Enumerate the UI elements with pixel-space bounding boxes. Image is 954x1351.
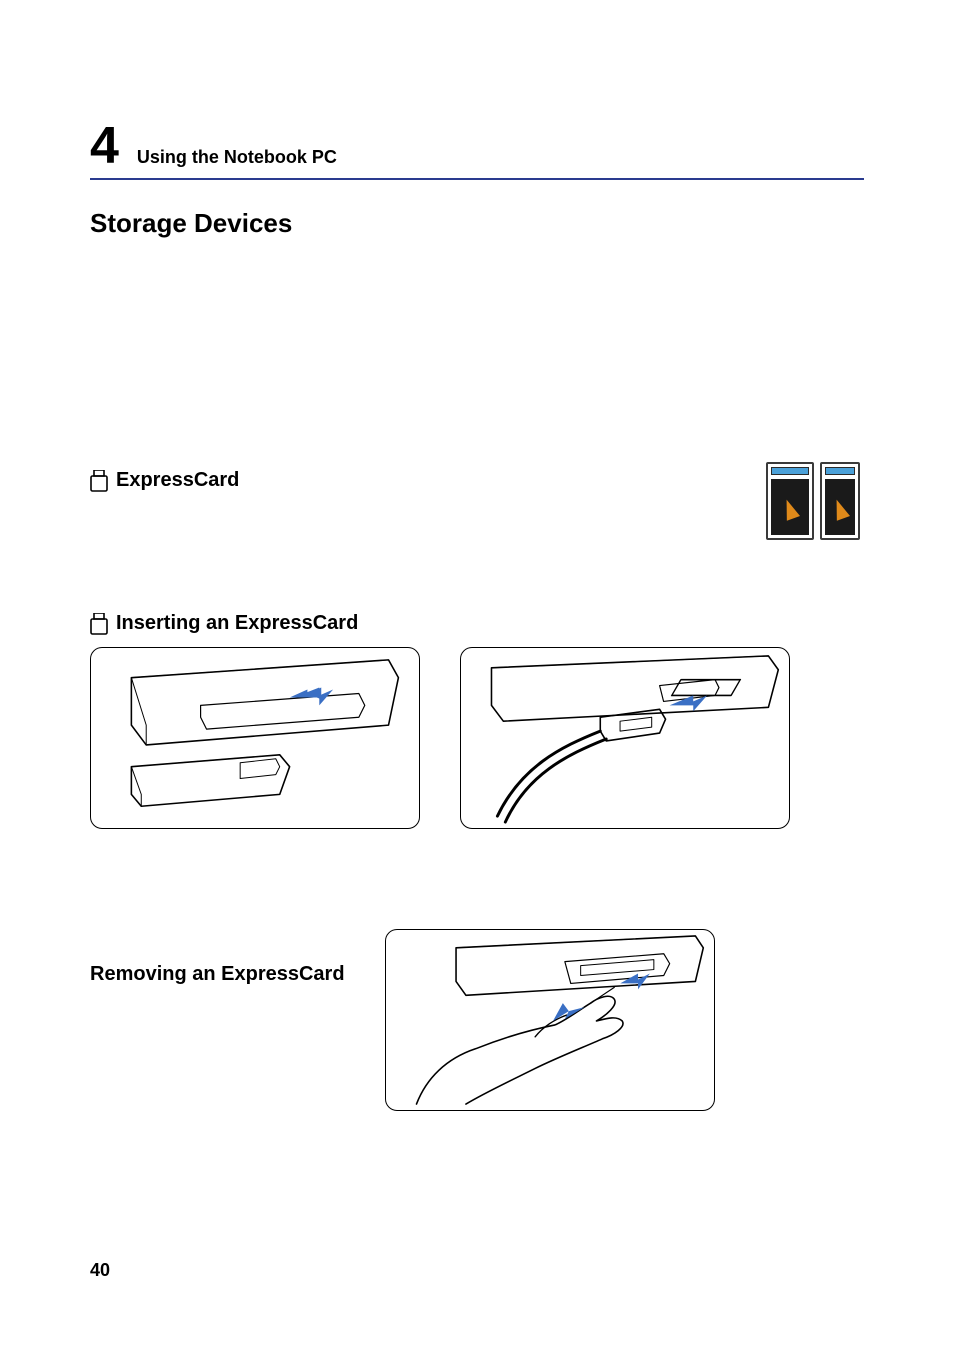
expresscard-title: ExpressCard	[116, 469, 239, 492]
chapter-number: 4	[90, 120, 119, 172]
card-connector-strip	[771, 467, 809, 475]
manual-page: 4 Using the Notebook PC Storage Devices …	[0, 0, 954, 1351]
card-body	[771, 479, 809, 535]
insert-diagram-cable	[460, 647, 790, 829]
insert-diagram-card	[90, 647, 420, 829]
chapter-header: 4 Using the Notebook PC	[90, 120, 864, 180]
expresscard-section: ExpressCard	[90, 469, 864, 492]
inserting-diagrams	[90, 647, 864, 829]
removing-title: Removing an ExpressCard	[90, 963, 345, 986]
expresscard-thumb-34	[820, 462, 860, 540]
expresscard-slot-icon	[90, 613, 108, 635]
card-connector-strip	[825, 467, 855, 475]
card-body	[825, 479, 855, 535]
page-number: 40	[90, 1260, 110, 1281]
card-arrow-icon	[780, 497, 800, 521]
removing-section: Removing an ExpressCard	[90, 929, 864, 1111]
remove-diagram	[385, 929, 715, 1111]
inserting-section: Inserting an ExpressCard	[90, 612, 864, 635]
expresscard-thumbnails	[766, 462, 860, 540]
section-heading: Storage Devices	[90, 208, 864, 239]
inserting-title: Inserting an ExpressCard	[116, 612, 358, 635]
expresscard-slot-icon	[90, 470, 108, 492]
chapter-title: Using the Notebook PC	[137, 147, 337, 168]
expresscard-thumb-54	[766, 462, 814, 540]
card-arrow-icon	[830, 497, 850, 521]
